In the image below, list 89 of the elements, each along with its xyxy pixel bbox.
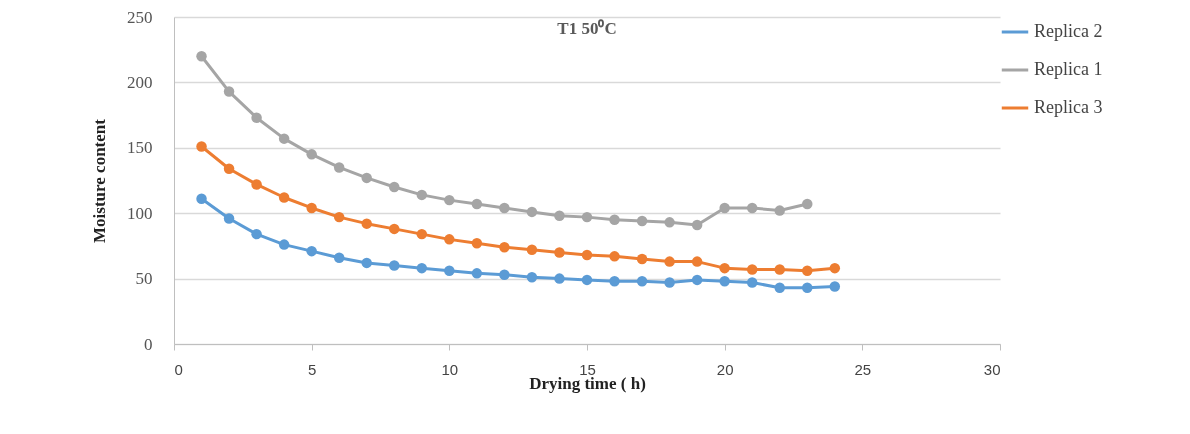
point (691, 274, 703, 286)
point (526, 206, 538, 218)
point (664, 217, 675, 228)
point (278, 239, 290, 250)
y-tick-label: 0 (144, 334, 153, 354)
point (829, 262, 841, 274)
point (719, 262, 730, 274)
point (802, 282, 813, 293)
point (361, 172, 372, 184)
point (251, 179, 262, 190)
point (306, 245, 317, 257)
legend-label: Replica 2 (1034, 21, 1103, 41)
point (444, 265, 455, 276)
y-tick-label: 150 (127, 138, 153, 158)
point (499, 241, 510, 253)
point (609, 214, 620, 225)
y-tick-label: 50 (135, 269, 153, 289)
point (636, 275, 648, 287)
point (196, 51, 207, 62)
y-tick-label: 250 (127, 7, 153, 27)
point (251, 228, 262, 240)
chart-title: T1 50⁰C (557, 19, 617, 38)
point (719, 202, 730, 214)
legend-label: Replica 1 (1034, 59, 1103, 79)
x-tick-label: 25 (854, 360, 872, 378)
point (746, 264, 758, 275)
point (526, 244, 538, 256)
point (471, 268, 483, 279)
point (636, 215, 648, 227)
point (526, 272, 538, 283)
point (664, 277, 675, 288)
y-axis-title: Moisture content (90, 118, 109, 243)
x-tick-label: 0 (174, 360, 183, 378)
point (223, 86, 235, 97)
legend-label: Replica 3 (1034, 97, 1103, 117)
x-tick-label: 15 (579, 360, 596, 378)
point (333, 252, 345, 263)
x-tick-label: 20 (716, 360, 734, 378)
point (278, 192, 290, 203)
point (278, 133, 290, 144)
point (774, 205, 785, 216)
point (416, 189, 428, 201)
point (223, 163, 235, 174)
point (306, 149, 317, 160)
point (719, 275, 730, 287)
point (196, 193, 207, 205)
point (389, 181, 400, 193)
x-tick-label: 10 (441, 360, 459, 378)
x-tick-label: 30 (983, 360, 1001, 378)
point (444, 234, 455, 245)
point (581, 211, 593, 223)
point (416, 228, 428, 240)
point (774, 282, 785, 293)
point (554, 210, 565, 222)
point (554, 273, 565, 284)
point (746, 277, 758, 288)
point (471, 198, 483, 210)
point (223, 213, 235, 224)
y-tick-label: 100 (127, 203, 153, 223)
point (746, 202, 758, 214)
point (691, 256, 703, 267)
point (361, 257, 372, 269)
point (609, 275, 620, 287)
point (636, 253, 648, 265)
point (499, 202, 510, 214)
point (444, 194, 455, 206)
point (829, 281, 841, 292)
point (333, 211, 345, 223)
point (581, 249, 593, 261)
point (389, 223, 400, 235)
point (333, 162, 345, 173)
point (664, 256, 675, 267)
point (306, 202, 317, 214)
point (361, 218, 372, 229)
point (802, 198, 813, 210)
x-tick-label: 5 (307, 360, 317, 378)
y-tick-label: 200 (127, 72, 153, 92)
point (609, 251, 620, 262)
point (389, 260, 400, 271)
point (196, 141, 207, 152)
point (774, 264, 785, 275)
point (499, 269, 510, 280)
point (581, 274, 593, 286)
point (416, 262, 428, 274)
point (471, 238, 483, 249)
point (802, 265, 813, 276)
point (251, 112, 262, 123)
point (554, 247, 565, 258)
point (691, 219, 703, 231)
